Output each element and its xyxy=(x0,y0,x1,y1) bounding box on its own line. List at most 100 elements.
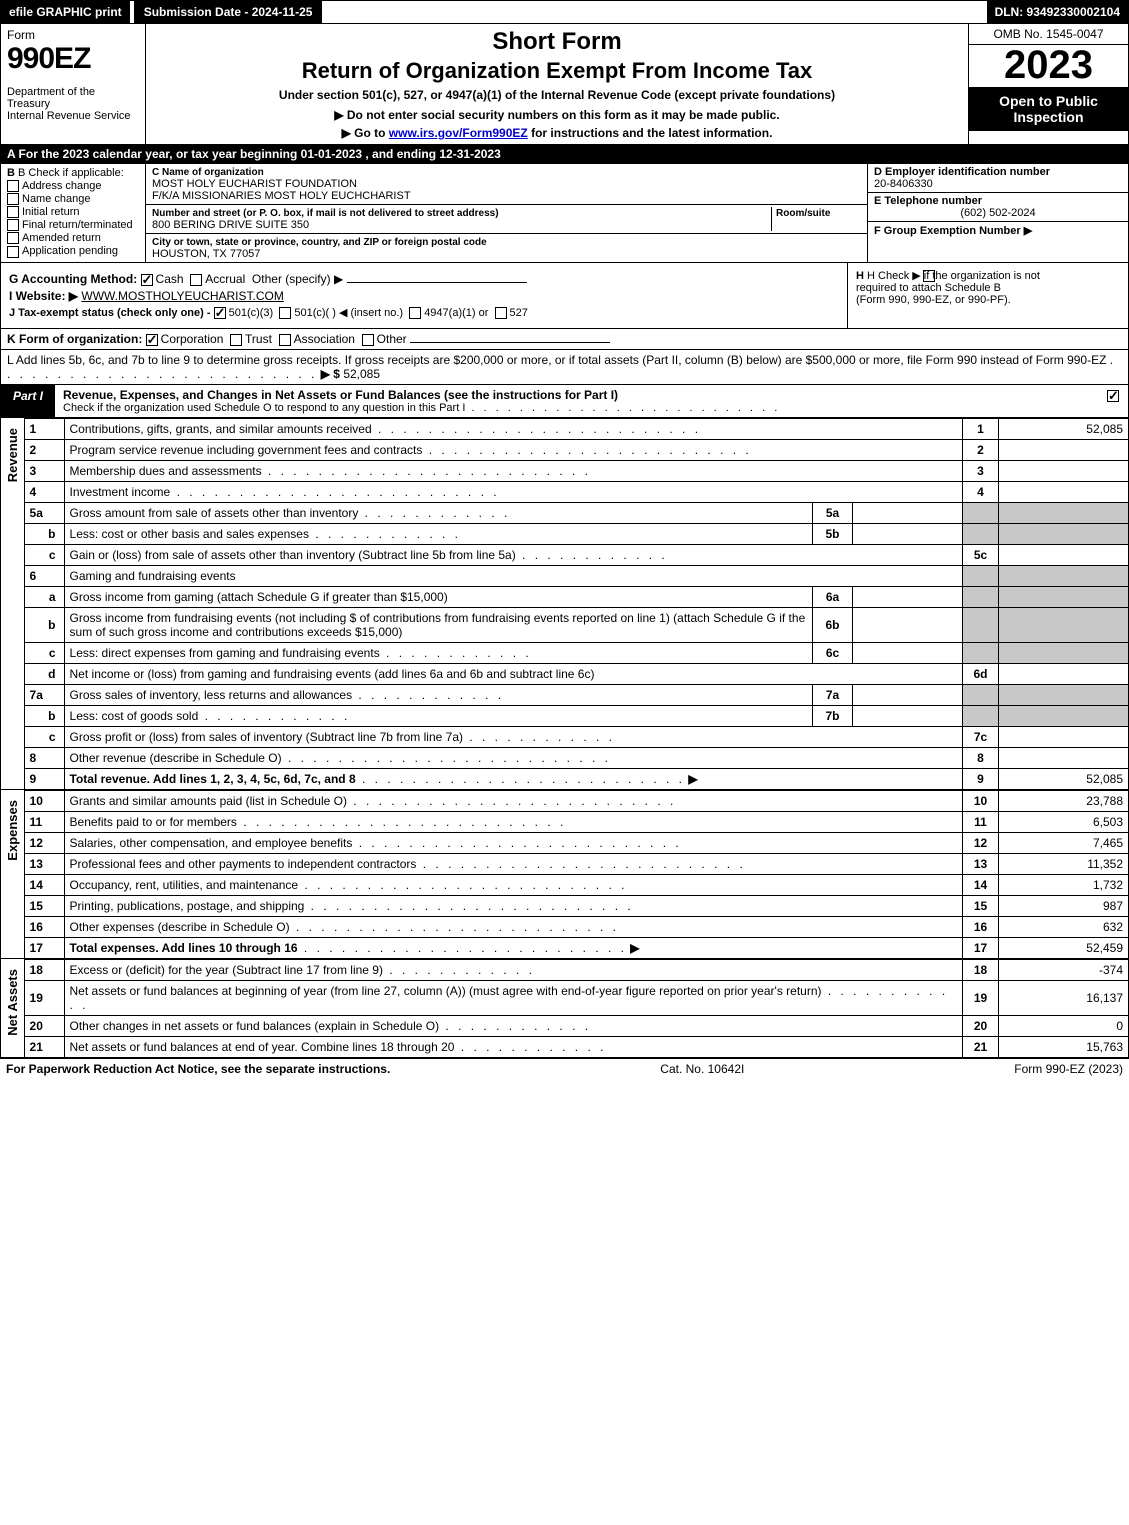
line-20: 20Other changes in net assets or fund ba… xyxy=(24,1016,1128,1037)
part1-title: Revenue, Expenses, and Changes in Net As… xyxy=(63,388,618,402)
section-c: C Name of organization MOST HOLY EUCHARI… xyxy=(146,164,868,262)
ein-label: D Employer identification number xyxy=(874,166,1050,178)
expenses-table: 10Grants and similar amounts paid (list … xyxy=(24,790,1129,959)
line-5c: cGain or (loss) from sale of assets othe… xyxy=(24,545,1128,566)
line-7a: 7aGross sales of inventory, less returns… xyxy=(24,685,1128,706)
line-6a: aGross income from gaming (attach Schedu… xyxy=(24,587,1128,608)
section-g-ij: G Accounting Method: Cash Accrual Other … xyxy=(1,263,848,328)
line-10: 10Grants and similar amounts paid (list … xyxy=(24,791,1128,812)
check-application-pending[interactable]: Application pending xyxy=(7,245,139,257)
dln-label: DLN: 93492330002104 xyxy=(987,1,1128,23)
line-6: 6Gaming and fundraising events xyxy=(24,566,1128,587)
c-name-label: C Name of organization xyxy=(152,167,264,178)
phone-label: E Telephone number xyxy=(874,195,982,207)
tax-year: 2023 xyxy=(969,45,1128,85)
gross-receipts: 52,085 xyxy=(343,367,380,381)
form-id-footer: Form 990-EZ (2023) xyxy=(1014,1062,1123,1076)
org-name-2: F/K/A MISSIONARIES MOST HOLY EUCHCHARIST xyxy=(152,190,411,202)
form-word: Form xyxy=(7,28,139,42)
phone-value: (602) 502-2024 xyxy=(874,207,1122,219)
line-6b: bGross income from fundraising events (n… xyxy=(24,608,1128,643)
check-initial-return[interactable]: Initial return xyxy=(7,206,139,218)
check-schedule-o-part1[interactable] xyxy=(1107,390,1119,402)
line-2: 2Program service revenue including gover… xyxy=(24,440,1128,461)
line-12: 12Salaries, other compensation, and empl… xyxy=(24,833,1128,854)
under-section-text: Under section 501(c), 527, or 4947(a)(1)… xyxy=(154,88,960,102)
check-4947[interactable] xyxy=(409,307,421,319)
ein-value: 20-8406330 xyxy=(874,178,933,190)
form-number: 990EZ xyxy=(7,42,139,76)
irs-link[interactable]: www.irs.gov/Form990EZ xyxy=(389,126,528,140)
revenue-table: 1Contributions, gifts, grants, and simil… xyxy=(24,418,1129,790)
title-return: Return of Organization Exempt From Incom… xyxy=(154,58,960,84)
check-501c3[interactable] xyxy=(214,307,226,319)
check-other-org[interactable] xyxy=(362,334,374,346)
page-footer: For Paperwork Reduction Act Notice, see … xyxy=(0,1058,1129,1079)
check-accrual[interactable] xyxy=(190,274,202,286)
line-6c: cLess: direct expenses from gaming and f… xyxy=(24,643,1128,664)
check-association[interactable] xyxy=(279,334,291,346)
line-21: 21Net assets or fund balances at end of … xyxy=(24,1037,1128,1058)
title-short-form: Short Form xyxy=(154,28,960,56)
street-label: Number and street (or P. O. box, if mail… xyxy=(152,208,499,219)
check-cash[interactable] xyxy=(141,274,153,286)
netassets-label: Net Assets xyxy=(0,959,24,1058)
paperwork-notice: For Paperwork Reduction Act Notice, see … xyxy=(6,1062,390,1076)
line-9: 9Total revenue. Add lines 1, 2, 3, 4, 5c… xyxy=(24,769,1128,790)
check-corporation[interactable] xyxy=(146,334,158,346)
netassets-table: 18Excess or (deficit) for the year (Subt… xyxy=(24,959,1129,1058)
line-19: 19Net assets or fund balances at beginni… xyxy=(24,981,1128,1016)
ssn-warning: ▶ Do not enter social security numbers o… xyxy=(154,108,960,122)
department-label: Department of the Treasury Internal Reve… xyxy=(7,86,139,122)
website-value[interactable]: WWW.MOSTHOLYEUCHARIST.COM xyxy=(81,289,283,303)
section-k: K Form of organization: Corporation Trus… xyxy=(0,329,1129,350)
city-value: HOUSTON, TX 77057 xyxy=(152,248,260,260)
check-schedule-b[interactable] xyxy=(923,270,935,282)
sections-def: D Employer identification number 20-8406… xyxy=(868,164,1128,262)
line-18: 18Excess or (deficit) for the year (Subt… xyxy=(24,960,1128,981)
part1-header: Part I Revenue, Expenses, and Changes in… xyxy=(0,385,1129,418)
top-bar: efile GRAPHIC print Submission Date - 20… xyxy=(0,0,1129,24)
org-name-1: MOST HOLY EUCHARIST FOUNDATION xyxy=(152,178,357,190)
check-trust[interactable] xyxy=(230,334,242,346)
open-to-public: Open to Public Inspection xyxy=(969,87,1128,131)
line-7b: bLess: cost of goods sold7b xyxy=(24,706,1128,727)
city-label: City or town, state or province, country… xyxy=(152,237,487,248)
check-address-change[interactable]: Address change xyxy=(7,180,139,192)
catalog-number: Cat. No. 10642I xyxy=(660,1062,744,1076)
street-value: 800 BERING DRIVE SUITE 350 xyxy=(152,219,309,231)
line-13: 13Professional fees and other payments t… xyxy=(24,854,1128,875)
line-3: 3Membership dues and assessments3 xyxy=(24,461,1128,482)
sections-gh: G Accounting Method: Cash Accrual Other … xyxy=(0,263,1129,329)
part1-tab: Part I xyxy=(1,385,55,417)
line-7c: cGross profit or (loss) from sales of in… xyxy=(24,727,1128,748)
submission-date: Submission Date - 2024-11-25 xyxy=(134,1,323,23)
section-h: H H Check ▶ if the organization is not r… xyxy=(848,263,1128,328)
line-8: 8Other revenue (describe in Schedule O)8 xyxy=(24,748,1128,769)
line-4: 4Investment income4 xyxy=(24,482,1128,503)
form-header: Form 990EZ Department of the Treasury In… xyxy=(0,24,1129,145)
line-17: 17Total expenses. Add lines 10 through 1… xyxy=(24,938,1128,959)
efile-label[interactable]: efile GRAPHIC print xyxy=(1,1,130,23)
check-amended-return[interactable]: Amended return xyxy=(7,232,139,244)
line-11: 11Benefits paid to or for members116,503 xyxy=(24,812,1128,833)
check-501c[interactable] xyxy=(279,307,291,319)
line-5b: bLess: cost or other basis and sales exp… xyxy=(24,524,1128,545)
check-final-return[interactable]: Final return/terminated xyxy=(7,219,139,231)
group-exemption-label: F Group Exemption Number ▶ xyxy=(874,225,1032,237)
goto-link-line: ▶ Go to www.irs.gov/Form990EZ for instru… xyxy=(154,126,960,140)
line-6d: dNet income or (loss) from gaming and fu… xyxy=(24,664,1128,685)
check-name-change[interactable]: Name change xyxy=(7,193,139,205)
line-14: 14Occupancy, rent, utilities, and mainte… xyxy=(24,875,1128,896)
line-15: 15Printing, publications, postage, and s… xyxy=(24,896,1128,917)
omb-number: OMB No. 1545-0047 xyxy=(969,24,1128,45)
line-16: 16Other expenses (describe in Schedule O… xyxy=(24,917,1128,938)
section-b: B B Check if applicable: Address change … xyxy=(1,164,146,262)
check-527[interactable] xyxy=(495,307,507,319)
revenue-label: Revenue xyxy=(0,418,24,790)
section-l: L Add lines 5b, 6c, and 7b to line 9 to … xyxy=(0,350,1129,385)
section-a: A For the 2023 calendar year, or tax yea… xyxy=(0,145,1129,164)
line-5a: 5aGross amount from sale of assets other… xyxy=(24,503,1128,524)
room-label: Room/suite xyxy=(776,208,830,219)
sections-bcdef: B B Check if applicable: Address change … xyxy=(0,164,1129,263)
